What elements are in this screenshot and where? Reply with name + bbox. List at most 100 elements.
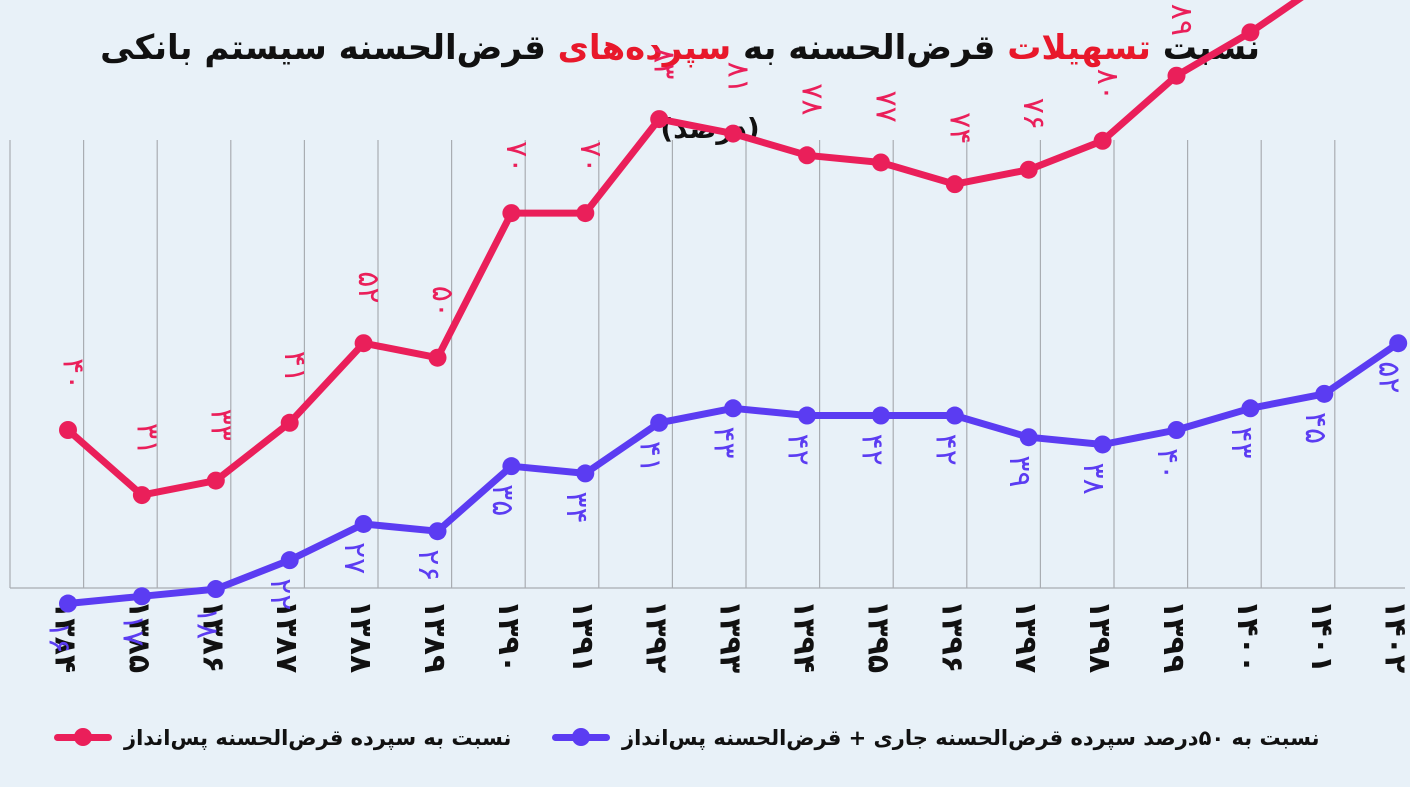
data-point	[428, 522, 447, 541]
legend-entry-series-a: نسبت به سپرده قرض‌الحسنه پس‌انداز	[50, 718, 511, 758]
data-label: ۷۴	[942, 112, 977, 144]
data-label: ۳۹	[1002, 455, 1037, 487]
legend-swatch-dot	[74, 728, 92, 746]
title-part-5: قرض‌الحسنه سیستم بانکی	[100, 28, 558, 68]
x-axis-labels: ۱۳۸۴ ۱۳۸۵ ۱۳۸۶ ۱۳۸۷ ۱۳۸۸ ۱۳۸۹ ۱۳۹۰ ۱۳۹۱ ۱۳۹۲ ۱۳۹۳…	[48, 600, 1410, 673]
data-label: ۴۲	[928, 434, 963, 466]
data-point	[945, 406, 964, 425]
data-point	[59, 421, 77, 439]
data-point	[280, 413, 299, 432]
data-label: ۸۹	[1164, 4, 1199, 36]
data-label: ۴۱	[277, 351, 312, 383]
data-point	[871, 406, 890, 425]
x-tick-label: ۱۳۹۹	[1156, 600, 1191, 673]
data-label: ۲۲	[263, 578, 298, 610]
data-point	[1167, 66, 1186, 85]
data-label: ۳۸	[1076, 462, 1111, 494]
data-label: ۸۱	[721, 62, 756, 94]
title-part-4-highlight: سپرده‌های	[557, 28, 732, 68]
data-label: ۷۶	[1016, 98, 1051, 130]
data-point	[1241, 399, 1260, 418]
data-point	[1389, 334, 1408, 353]
data-point	[650, 110, 669, 129]
data-label: ۷۷	[868, 90, 903, 122]
data-point	[871, 153, 890, 172]
x-tick-label: ۱۳۹۲	[639, 600, 674, 673]
x-tick-label: ۱۳۹۸	[1082, 600, 1117, 673]
data-label: ۴۰	[1150, 448, 1185, 480]
data-label: ۴۰	[56, 358, 91, 390]
data-point	[724, 124, 743, 143]
data-point	[576, 464, 595, 483]
data-label: ۸۰	[1090, 69, 1125, 101]
data-point	[1093, 131, 1112, 150]
data-label: ۴۵	[1298, 412, 1333, 444]
data-point	[59, 594, 77, 613]
data-point	[1241, 23, 1260, 42]
x-tick-label: ۱۳۸۵	[121, 600, 156, 673]
x-tick-label: ۱۴۰۲	[1378, 600, 1410, 673]
data-point	[428, 348, 447, 367]
data-point	[206, 471, 225, 490]
x-tick-label: ۱۴۰۰	[1230, 600, 1265, 673]
data-point	[132, 486, 151, 505]
data-point	[798, 406, 816, 425]
data-point	[945, 175, 964, 194]
data-point	[354, 514, 373, 533]
data-label: ۲۶	[411, 549, 446, 581]
x-tick-label: ۱۳۹۷	[1008, 600, 1043, 673]
data-labels: ۴۰۳۱۳۳۴۱۵۲۵۰۷۰۷۰۸۳۸۱۷۸۷۷۷۴۷۶۸۰۸۹۹۵۱۰۲۱۰۶…	[42, 4, 1407, 654]
data-point	[1019, 428, 1038, 447]
data-point	[650, 413, 669, 432]
x-tick-label: ۱۳۹۱	[565, 600, 600, 673]
x-tick-label: ۱۳۹۵	[860, 600, 895, 673]
data-label: ۷۸	[795, 83, 830, 115]
series-line-b	[64, 339, 1402, 607]
legend-entry-series-b: نسبت به ۵۰درصد سپرده قرض‌الحسنه جاری + ق…	[548, 718, 1320, 758]
data-point	[206, 580, 225, 599]
data-point	[280, 551, 299, 570]
data-label: ۴۲	[854, 434, 889, 466]
data-label: ۱۶	[42, 622, 77, 654]
legend-swatch-dot	[572, 728, 590, 746]
x-tick-label: ۱۳۸۹	[417, 600, 452, 673]
data-point	[576, 204, 595, 223]
data-label: ۷۰	[573, 141, 608, 173]
data-label: ۴۳	[707, 426, 742, 458]
data-label: ۲۷	[337, 542, 372, 574]
legend-swatch-series-a	[50, 718, 116, 758]
data-point	[724, 399, 743, 418]
data-label: ۳۵	[485, 484, 520, 516]
x-tick-label: ۱۳۸۷	[269, 600, 304, 673]
data-label: ۴۲	[781, 434, 816, 466]
x-tick-label: ۱۳۸۸	[343, 600, 378, 673]
title-part-2-highlight: تسهیلات	[1007, 28, 1151, 68]
data-point	[798, 146, 816, 165]
data-label: ۵۲	[1372, 361, 1407, 393]
data-point	[1167, 421, 1186, 439]
data-label: ۳۴	[559, 491, 594, 523]
data-point	[502, 457, 521, 476]
data-point	[354, 334, 373, 353]
data-label: ۵۲	[351, 271, 386, 303]
data-point	[1019, 160, 1038, 179]
data-point	[502, 204, 521, 223]
legend-label-series-a: نسبت به سپرده قرض‌الحسنه پس‌انداز	[124, 726, 512, 750]
x-tick-label: ۱۳۹۶	[934, 600, 969, 673]
data-label: ۷۰	[499, 141, 534, 173]
data-label: ۳۱	[129, 423, 164, 455]
data-point	[1093, 435, 1112, 454]
data-label: ۸۳	[647, 47, 682, 79]
x-tick-label: ۱۳۸۶	[195, 600, 230, 673]
x-tick-label: ۱۴۰۱	[1304, 600, 1339, 673]
x-tick-label: ۱۳۸۴	[48, 600, 83, 673]
x-tick-label: ۱۳۹۳	[713, 600, 748, 673]
data-point	[1315, 384, 1334, 403]
data-label: ۱۷	[115, 614, 150, 646]
title-part-3: قرض‌الحسنه به	[731, 28, 1008, 68]
legend-swatch-series-b	[548, 718, 614, 758]
data-label: ۳۳	[203, 409, 238, 441]
series-layer	[59, 0, 1408, 613]
